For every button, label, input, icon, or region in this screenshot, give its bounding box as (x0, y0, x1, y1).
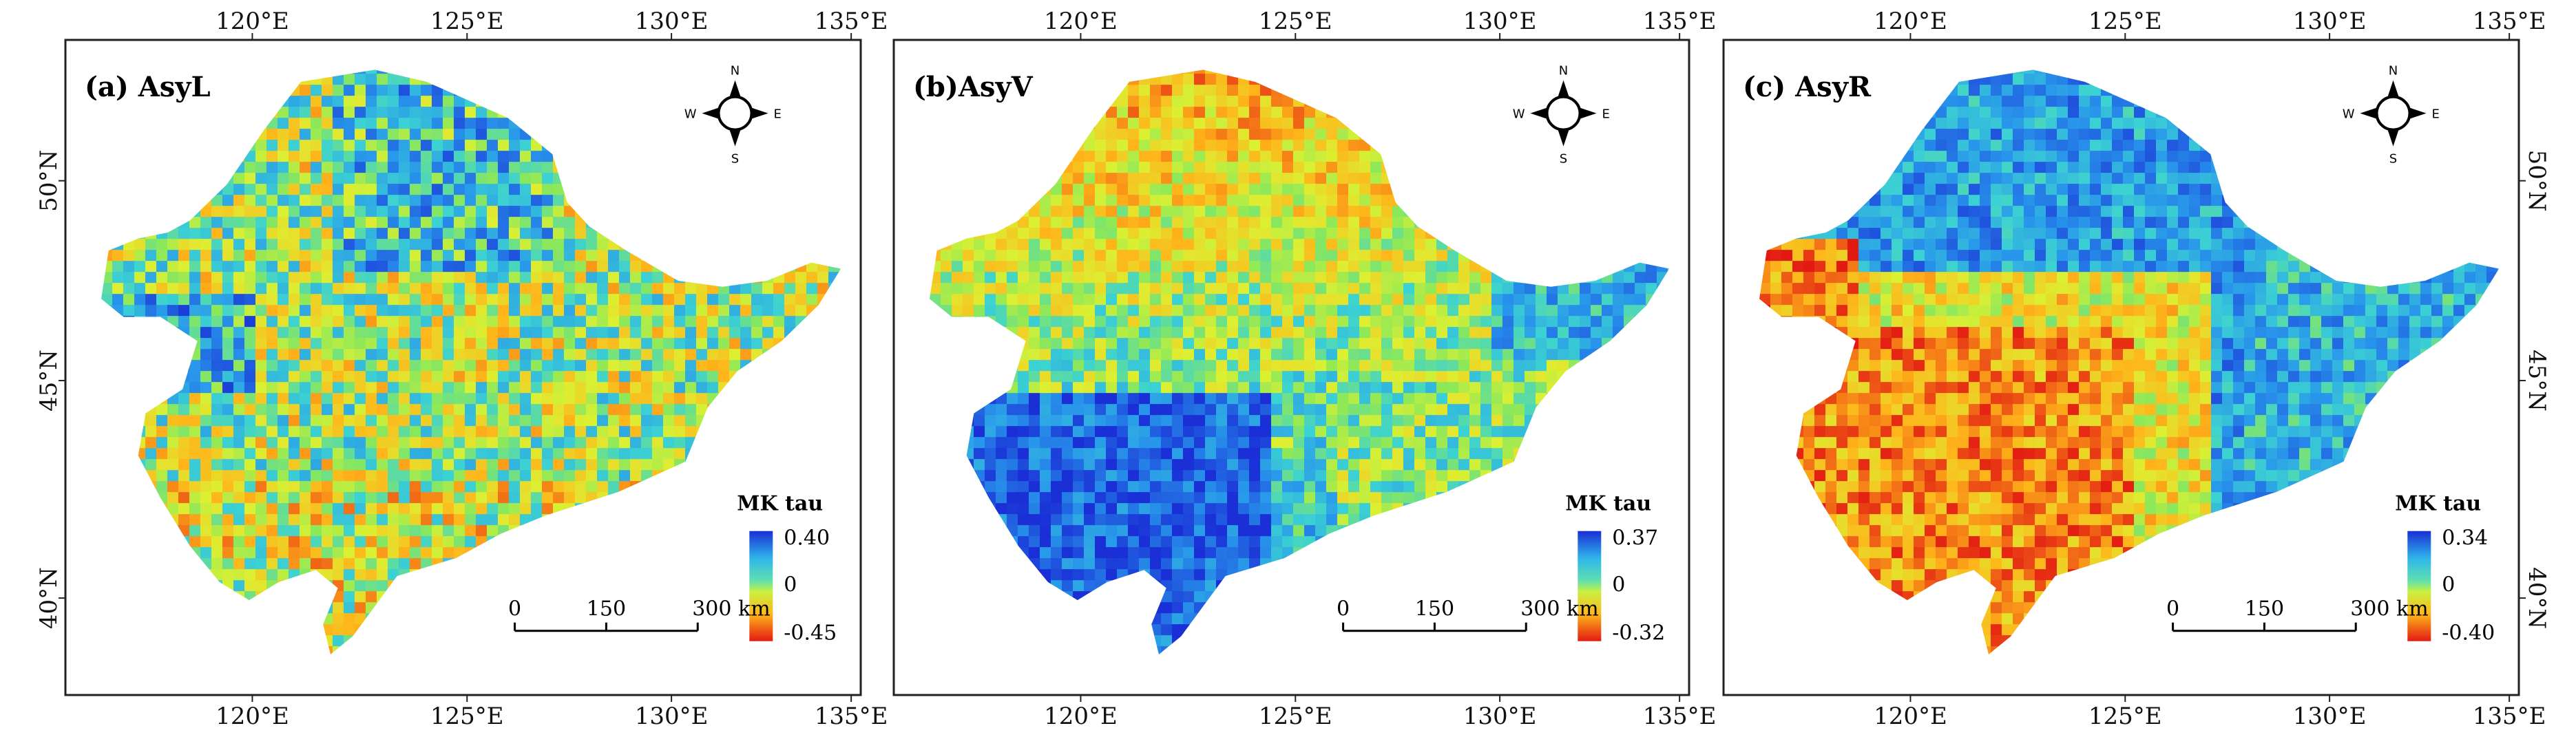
compass-e: E (2432, 107, 2440, 122)
lon-tick-bottom: 135°E (2473, 703, 2546, 730)
lon-tick-top: 125°E (430, 8, 504, 35)
lon-tick-bottom: 130°E (635, 703, 709, 730)
lat-tick-left: 50°N (35, 150, 63, 212)
legend-title: MK tau (2395, 492, 2481, 516)
compass-w: W (684, 107, 697, 122)
legend-min: -0.32 (1612, 621, 1665, 645)
scalebar-label: 300 km (2350, 597, 2428, 621)
lon-tick-top: 120°E (1874, 8, 1947, 35)
legend-min: -0.40 (2442, 621, 2495, 645)
scalebar-label: 150 (2245, 597, 2284, 621)
colorbar (2407, 531, 2431, 641)
scale-bar (514, 622, 699, 632)
lon-tick-top: 120°E (1044, 8, 1118, 35)
compass-n: N (2389, 64, 2398, 78)
legend-min: -0.45 (784, 621, 837, 645)
compass-s: S (1560, 152, 1567, 167)
panel-title: (c) AsyR (1743, 71, 1872, 103)
lon-tick-bottom: 120°E (216, 703, 289, 730)
lon-tick-top: 130°E (635, 8, 709, 35)
map-panel-3: 120°E 120°E 125°E 125°E 130°E 130°E 135°E 135°E… (1722, 8, 2551, 730)
legend-title: MK tau (737, 492, 823, 516)
lon-tick-bottom: 125°E (430, 703, 504, 730)
compass-s: S (2389, 152, 2397, 167)
compass-n: N (731, 64, 740, 78)
lon-tick-bottom: 125°E (1259, 703, 1332, 730)
colorbar (749, 531, 773, 641)
legend-max: 0.40 (784, 526, 830, 551)
scalebar-label: 0 (1337, 597, 1350, 621)
lon-tick-top: 135°E (2473, 8, 2546, 35)
scalebar-label: 150 (1415, 597, 1454, 621)
lat-tick-left: 40°N (35, 567, 63, 629)
compass-e: E (1602, 107, 1610, 122)
legend-mid: 0 (784, 573, 797, 597)
lon-tick-top: 120°E (216, 8, 289, 35)
north-arrow-icon (1530, 80, 1597, 147)
legend-mid: 0 (1612, 573, 1625, 597)
scalebar-label: 300 km (1520, 597, 1598, 621)
compass-s: S (731, 152, 739, 167)
north-arrow-icon (702, 80, 768, 147)
lon-tick-top: 135°E (1643, 8, 1717, 35)
lon-tick-top: 130°E (2293, 8, 2367, 35)
map-panel-1: 120°E 120°E 125°E 125°E 130°E 130°E 135°E 135°E… (35, 8, 888, 730)
lat-tick-right: 50°N (2523, 150, 2551, 212)
lon-tick-top: 135°E (815, 8, 888, 35)
lat-tick-left: 45°N (35, 350, 63, 412)
colorbar (1578, 531, 1602, 641)
lon-tick-top: 125°E (1259, 8, 1332, 35)
scalebar-label: 150 (587, 597, 626, 621)
legend-max: 0.37 (1612, 526, 1658, 551)
north-arrow-icon (2360, 80, 2427, 147)
lon-tick-bottom: 135°E (1643, 703, 1717, 730)
lon-tick-top: 130°E (1463, 8, 1537, 35)
scalebar-label: 0 (508, 597, 521, 621)
map-panel-2: 120°E 120°E 125°E 125°E 130°E 130°E 135°E 135°E… (892, 8, 1717, 730)
lon-tick-bottom: 120°E (1044, 703, 1118, 730)
lat-tick-right: 40°N (2523, 567, 2551, 629)
scale-bar (1342, 622, 1527, 632)
scalebar-label: 0 (2166, 597, 2179, 621)
panel-title: (a) AsyL (85, 71, 211, 103)
compass-e: E (774, 107, 782, 122)
legend-mid: 0 (2442, 573, 2455, 597)
lon-tick-bottom: 130°E (1463, 703, 1537, 730)
scale-bar (2172, 622, 2357, 632)
lon-tick-top: 125°E (2088, 8, 2162, 35)
lon-tick-bottom: 125°E (2088, 703, 2162, 730)
scalebar-label: 300 km (692, 597, 770, 621)
compass-w: W (2343, 107, 2355, 122)
lat-tick-right: 45°N (2523, 350, 2551, 412)
compass-w: W (1513, 107, 1525, 122)
lon-tick-bottom: 120°E (1874, 703, 1947, 730)
panel-title: (b)AsyV (913, 71, 1034, 103)
legend-max: 0.34 (2442, 526, 2488, 551)
legend-title: MK tau (1565, 492, 1651, 516)
compass-n: N (1559, 64, 1568, 78)
lon-tick-bottom: 135°E (815, 703, 888, 730)
lon-tick-bottom: 130°E (2293, 703, 2367, 730)
